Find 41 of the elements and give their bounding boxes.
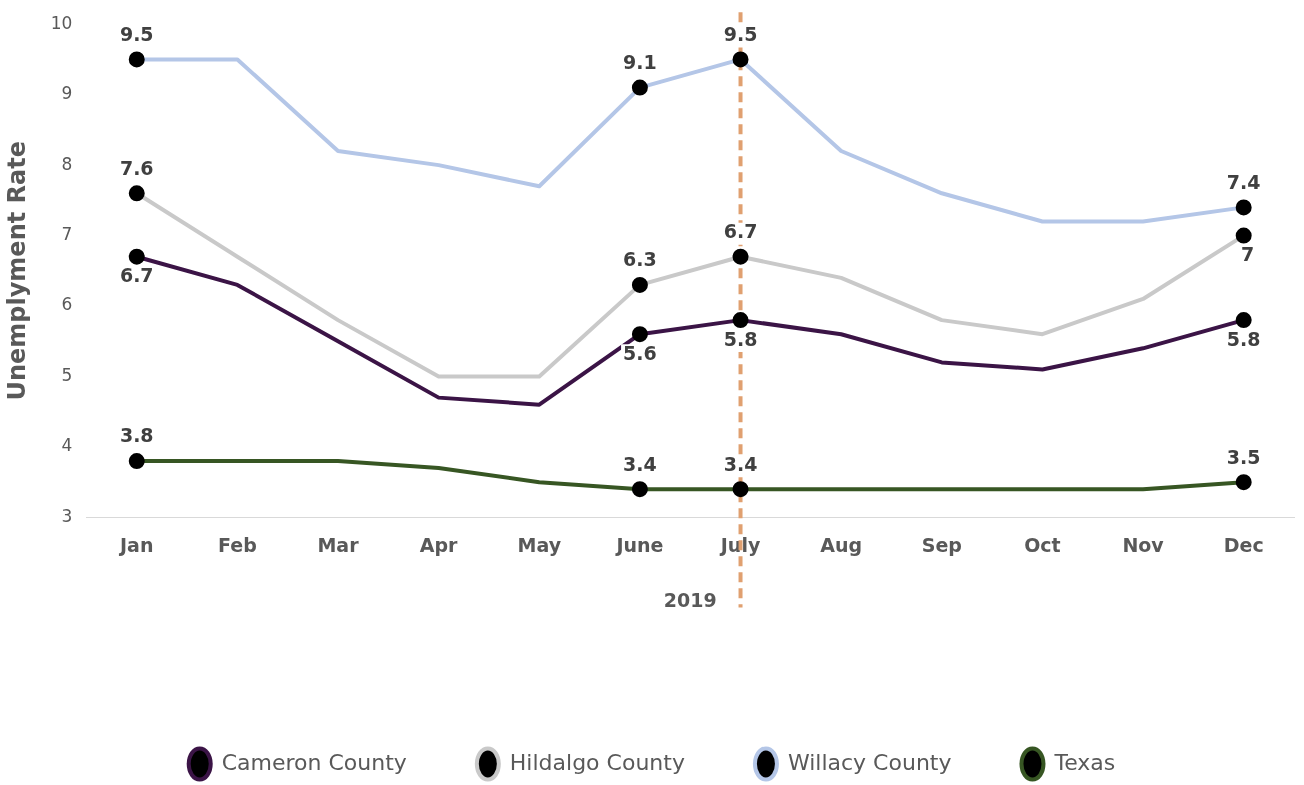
- data-label: 7: [1241, 243, 1255, 266]
- y-tick-label: 3: [61, 505, 73, 526]
- data-label: 5.6: [623, 341, 657, 364]
- legend-label: Cameron County: [221, 749, 407, 775]
- x-tick-label: Mar: [317, 533, 360, 556]
- data-label: 5.8: [1226, 327, 1261, 350]
- data-label: 3.5: [1226, 445, 1261, 468]
- data-label: 6.7: [119, 264, 154, 287]
- y-tick-label: 8: [61, 153, 73, 174]
- x-tick-label: Apr: [419, 533, 459, 556]
- x-tick-label: Jan: [118, 533, 154, 556]
- x-tick-label: May: [517, 533, 562, 556]
- legend-label: Willacy County: [787, 749, 952, 775]
- y-tick-label: 5: [61, 364, 73, 385]
- data-label: 9.5: [119, 22, 154, 45]
- y-tick-label: 10: [50, 12, 73, 33]
- y-tick-label: 7: [61, 223, 73, 244]
- y-axis-title: Unemplyment Rate: [2, 141, 31, 401]
- x-tick-label: June: [614, 533, 664, 556]
- legend-label: Texas: [1053, 749, 1116, 775]
- data-label: 7.4: [1226, 170, 1261, 193]
- data-label: 9.5: [723, 22, 758, 45]
- x-tick-label: Oct: [1024, 533, 1061, 556]
- x-tick-label: Dec: [1223, 533, 1264, 556]
- y-tick-label: 9: [61, 83, 73, 104]
- data-label: 6.7: [723, 220, 758, 243]
- y-tick-label: 4: [61, 435, 73, 456]
- data-label: 6.3: [623, 248, 657, 271]
- x-axis-title: 2019: [663, 588, 717, 611]
- x-tick-label: Nov: [1122, 533, 1165, 556]
- data-label: 3.4: [723, 452, 758, 475]
- x-tick-label: Aug: [820, 533, 863, 556]
- data-label: 3.8: [119, 424, 154, 447]
- data-label: 3.4: [623, 452, 657, 475]
- data-label: 5.8: [723, 327, 758, 350]
- data-label: 9.1: [623, 51, 657, 74]
- data-label: 7.6: [119, 156, 154, 179]
- x-tick-label: Feb: [218, 533, 257, 556]
- y-tick-label: 6: [61, 294, 73, 315]
- legend-label: Hildalgo County: [509, 749, 685, 775]
- x-tick-label: Sep: [921, 533, 962, 556]
